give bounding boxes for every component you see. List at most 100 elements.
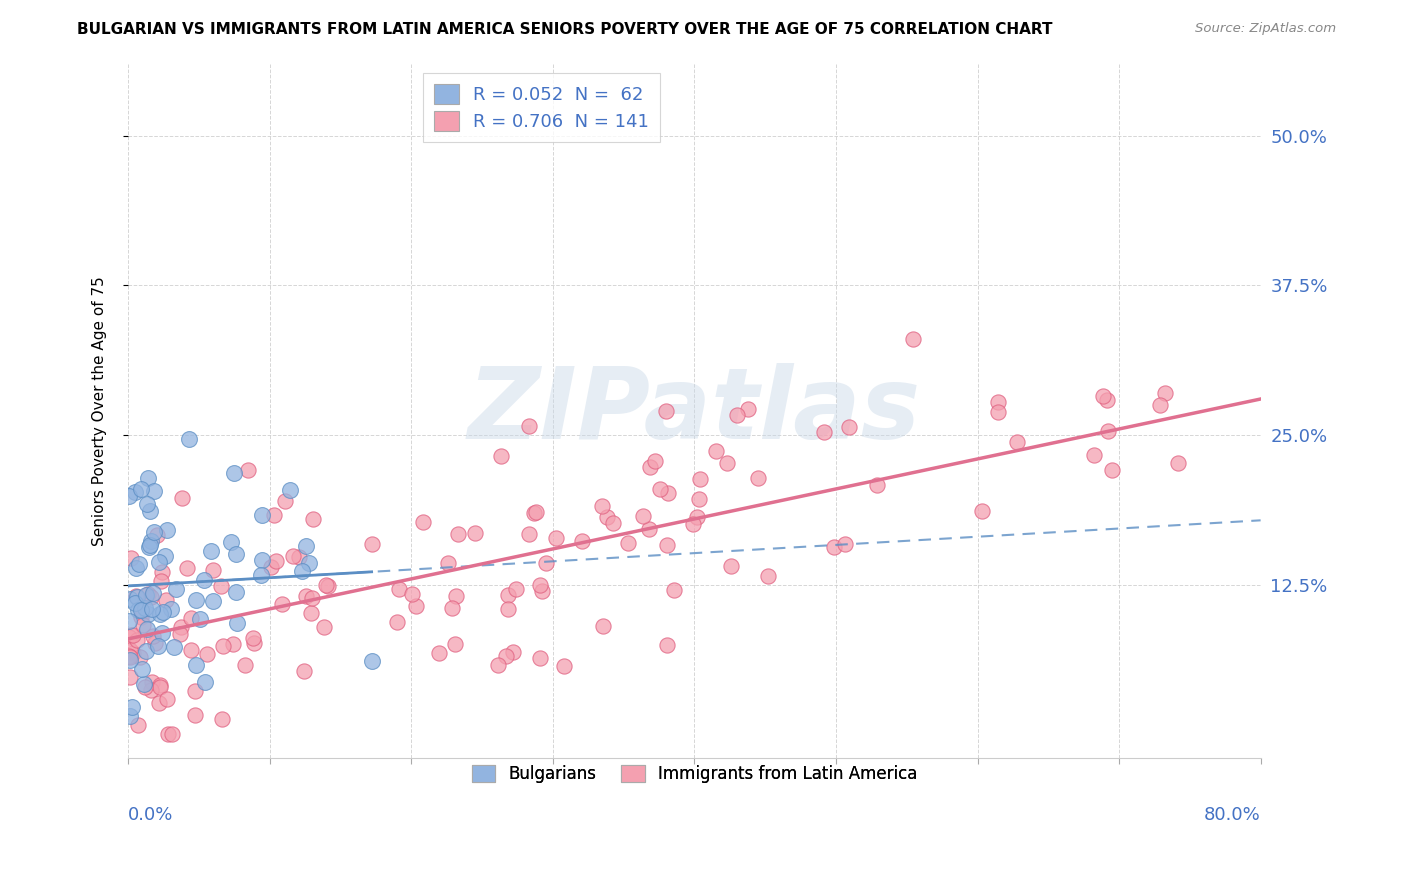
Point (315, 577, 337, 591)
Point (502, 645, 524, 659)
Point (195, 647, 218, 661)
Point (136, 607, 159, 621)
Point (160, 602, 183, 616)
Point (531, 583, 554, 598)
Point (131, 605, 153, 619)
Point (142, 586, 165, 600)
Point (638, 460, 661, 475)
Point (202, 594, 225, 608)
Point (139, 534, 162, 549)
Point (125, 590, 148, 604)
Point (250, 508, 273, 523)
Point (655, 404, 678, 418)
Point (446, 527, 468, 541)
Point (209, 579, 232, 593)
Point (259, 559, 281, 574)
Point (689, 472, 711, 486)
Point (155, 593, 177, 607)
Point (360, 655, 382, 669)
Point (274, 494, 297, 508)
Point (150, 565, 173, 579)
Point (120, 709, 142, 723)
Point (135, 498, 157, 512)
Point (135, 643, 157, 657)
Point (637, 522, 659, 536)
Point (139, 504, 162, 518)
Point (142, 629, 165, 643)
Point (141, 674, 163, 689)
Point (118, 642, 141, 657)
Point (266, 554, 288, 568)
Point (655, 538, 678, 552)
Point (405, 599, 427, 614)
Point (184, 593, 207, 607)
Point (153, 549, 176, 563)
Point (143, 483, 166, 498)
Point (211, 712, 233, 726)
Point (200, 544, 222, 558)
Point (496, 602, 519, 616)
Point (180, 611, 202, 625)
Y-axis label: Seniors Poverty Over the Age of 75: Seniors Poverty Over the Age of 75 (93, 277, 107, 546)
Point (591, 499, 613, 513)
Point (163, 640, 186, 655)
Point (127, 632, 149, 647)
Point (617, 536, 640, 550)
Point (385, 615, 408, 629)
Point (553, 659, 575, 673)
Point (278, 483, 301, 497)
Point (720, 559, 742, 574)
Point (121, 700, 143, 714)
Point (201, 564, 224, 578)
Point (437, 557, 460, 571)
Point (596, 510, 619, 524)
Point (120, 627, 142, 641)
Point (156, 691, 179, 706)
Point (301, 591, 323, 606)
Point (685, 510, 707, 524)
Point (529, 650, 551, 665)
Point (176, 560, 198, 574)
Point (225, 616, 247, 631)
Point (118, 648, 141, 663)
Point (1097, 424, 1119, 438)
Point (756, 568, 779, 582)
Point (127, 718, 149, 732)
Point (444, 589, 467, 603)
Point (128, 649, 150, 664)
Point (291, 564, 314, 578)
Point (138, 540, 160, 554)
Point (866, 478, 889, 492)
Point (536, 556, 558, 570)
Point (401, 587, 423, 601)
Point (117, 614, 139, 628)
Point (225, 547, 247, 561)
Point (120, 652, 142, 666)
Point (834, 537, 856, 551)
Point (118, 670, 141, 684)
Point (412, 515, 434, 529)
Point (138, 538, 160, 552)
Point (491, 449, 513, 463)
Point (129, 483, 152, 497)
Point (444, 637, 467, 651)
Point (172, 491, 194, 505)
Point (118, 630, 141, 644)
Point (298, 556, 321, 570)
Point (222, 466, 245, 480)
Point (517, 419, 540, 434)
Point (602, 516, 624, 530)
Point (495, 649, 517, 664)
Point (165, 582, 187, 597)
Point (134, 681, 156, 695)
Point (517, 527, 540, 541)
Point (252, 553, 274, 567)
Point (121, 646, 143, 660)
Point (970, 503, 993, 517)
Point (650, 482, 672, 496)
Point (737, 401, 759, 416)
Point (486, 658, 509, 673)
Point (901, 332, 924, 346)
Point (747, 471, 769, 485)
Point (633, 508, 655, 523)
